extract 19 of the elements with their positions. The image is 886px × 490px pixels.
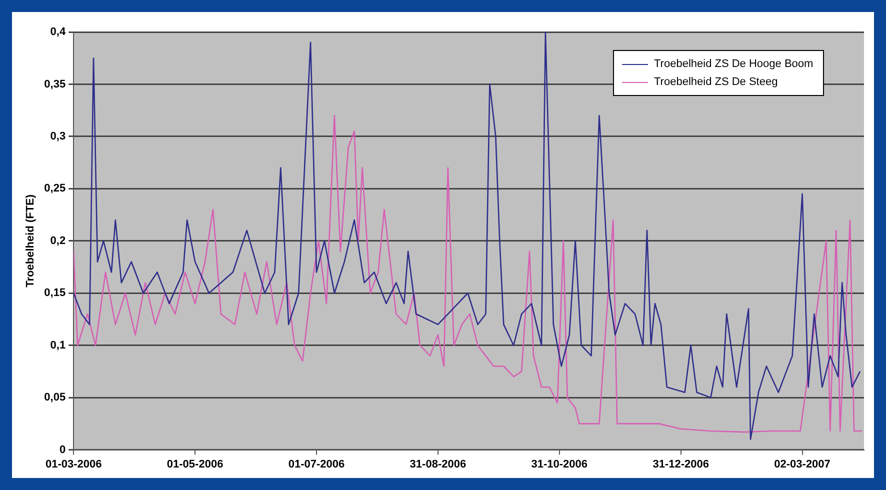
y-tick-label: 0,35 xyxy=(44,78,66,90)
y-tick-label: 0,2 xyxy=(50,234,66,247)
legend-label: Troebelheid ZS De Steeg xyxy=(654,75,778,90)
y-tick-label: 0,1 xyxy=(50,339,66,352)
x-tick-label: 02-03-2007 xyxy=(774,458,830,470)
y-tick-label: 0,3 xyxy=(50,130,66,142)
x-tick-label: 01-03-2006 xyxy=(45,458,102,470)
x-tick-label: 01-07-2006 xyxy=(288,458,345,470)
y-tick-label: 0,05 xyxy=(44,392,66,404)
x-tick-label: 01-05-2006 xyxy=(166,458,224,470)
y-tick-label: 0,15 xyxy=(44,287,66,300)
legend-label: Troebelheid ZS De Hooge Boom xyxy=(654,57,814,72)
x-tick-label: 31-10-2006 xyxy=(531,458,588,470)
y-tick-label: 0 xyxy=(59,444,66,456)
x-tick-label: 31-12-2006 xyxy=(652,458,709,470)
y-axis-title: Troebelheid (FTE) xyxy=(24,194,37,288)
y-tick-label: 0,25 xyxy=(44,182,66,195)
x-tick-label: 31-08-2006 xyxy=(410,458,466,470)
y-tick-label: 0,4 xyxy=(50,26,66,38)
